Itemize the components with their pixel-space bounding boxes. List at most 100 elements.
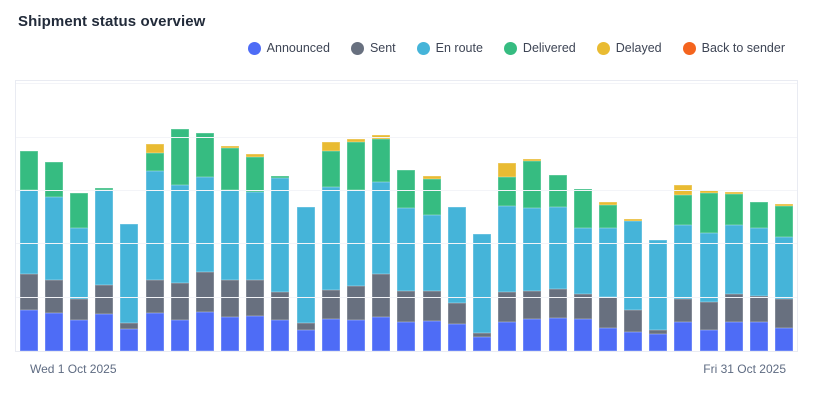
legend-item-back-to-sender[interactable]: Back to sender	[682, 41, 785, 55]
bar-segment-delivered	[750, 201, 769, 229]
bar-sun-5-oct[interactable]	[120, 81, 139, 351]
bar-thu-23-oct[interactable]	[573, 81, 592, 351]
bar-segment-delivered	[724, 194, 743, 226]
bar-segment-announced	[624, 331, 643, 351]
bar-slot	[318, 81, 343, 351]
bar-segment-announced	[170, 320, 189, 351]
bar-segment-announced	[69, 320, 88, 351]
bar-fri-17-oct[interactable]	[422, 81, 441, 351]
legend-item-delayed[interactable]: Delayed	[596, 41, 662, 55]
bar-segment-delivered	[397, 169, 416, 209]
bar-segment-en-route	[548, 206, 567, 290]
bar-wed-22-oct[interactable]	[548, 81, 567, 351]
bar-segment-sent	[397, 291, 416, 323]
bar-segment-en-route	[498, 205, 517, 293]
bar-slot	[772, 81, 797, 351]
bar-fri-31-oct[interactable]	[775, 81, 794, 351]
bar-segment-delivered	[271, 176, 290, 179]
bar-segment-sent	[624, 310, 643, 332]
legend-item-en-route[interactable]: En route	[416, 41, 483, 55]
bar-wed-8-oct[interactable]	[195, 81, 214, 351]
bar-segment-announced	[750, 322, 769, 351]
page-title: Shipment status overview	[18, 13, 206, 30]
bar-fri-24-oct[interactable]	[598, 81, 617, 351]
bar-segment-announced	[598, 327, 617, 351]
bar-thu-30-oct[interactable]	[750, 81, 769, 351]
bar-segment-sent	[422, 291, 441, 322]
bar-segment-delivered	[195, 133, 214, 178]
bar-segment-sent	[19, 274, 38, 311]
bar-mon-20-oct[interactable]	[498, 81, 517, 351]
bar-segment-en-route	[649, 240, 668, 330]
legend-item-announced[interactable]: Announced	[247, 41, 330, 55]
bar-sat-25-oct[interactable]	[624, 81, 643, 351]
bar-segment-announced	[221, 316, 240, 351]
bar-segment-delivered	[498, 177, 517, 206]
bar-segment-sent	[775, 298, 794, 328]
bar-tue-14-oct[interactable]	[347, 81, 366, 351]
legend-dot-icon	[416, 41, 430, 55]
bar-slot	[142, 81, 167, 351]
bar-mon-27-oct[interactable]	[674, 81, 693, 351]
legend-label: Sent	[369, 41, 396, 55]
bar-segment-sent	[246, 279, 265, 316]
bar-mon-6-oct[interactable]	[145, 81, 164, 351]
bar-segment-sent	[649, 329, 668, 334]
bar-segment-sent	[69, 298, 88, 321]
bar-segment-sent	[472, 332, 491, 338]
legend-item-sent[interactable]: Sent	[350, 41, 396, 55]
bar-segment-en-route	[674, 225, 693, 299]
bar-segment-delayed	[347, 138, 366, 142]
bar-tue-7-oct[interactable]	[170, 81, 189, 351]
bar-segment-en-route	[699, 232, 718, 302]
bar-slot	[495, 81, 520, 351]
bar-sun-19-oct[interactable]	[472, 81, 491, 351]
bar-wed-1-oct[interactable]	[19, 81, 38, 351]
bar-wed-15-oct[interactable]	[372, 81, 391, 351]
bar-fri-10-oct[interactable]	[246, 81, 265, 351]
bar-slot	[92, 81, 117, 351]
bar-tue-21-oct[interactable]	[523, 81, 542, 351]
bar-segment-announced	[372, 316, 391, 351]
bar-sun-26-oct[interactable]	[649, 81, 668, 351]
bar-segment-en-route	[523, 208, 542, 292]
bar-segment-delayed	[724, 192, 743, 195]
bar-sat-4-oct[interactable]	[95, 81, 114, 351]
bar-segment-en-route	[447, 206, 466, 303]
bar-tue-28-oct[interactable]	[699, 81, 718, 351]
bar-segment-delayed	[775, 203, 794, 206]
bar-segment-en-route	[472, 233, 491, 333]
bar-segment-announced	[19, 310, 38, 351]
bar-segment-en-route	[724, 225, 743, 295]
x-axis-end-label: Fri 31 Oct 2025	[703, 362, 786, 376]
bar-segment-announced	[699, 329, 718, 351]
bar-segment-delivered	[523, 161, 542, 209]
bar-thu-16-oct[interactable]	[397, 81, 416, 351]
legend-item-delivered[interactable]: Delivered	[503, 41, 576, 55]
bar-segment-delivered	[573, 188, 592, 229]
bar-segment-delivered	[372, 138, 391, 183]
legend-label: Delayed	[615, 41, 662, 55]
bar-segment-delivered	[19, 151, 38, 190]
bars-container	[16, 81, 797, 351]
bar-segment-sent	[221, 279, 240, 317]
bar-mon-13-oct[interactable]	[321, 81, 340, 351]
bar-segment-sent	[347, 285, 366, 321]
bar-thu-2-oct[interactable]	[44, 81, 63, 351]
bar-segment-delayed	[422, 176, 441, 180]
bar-slot	[218, 81, 243, 351]
bar-sat-18-oct[interactable]	[447, 81, 466, 351]
bar-thu-9-oct[interactable]	[221, 81, 240, 351]
bar-fri-3-oct[interactable]	[69, 81, 88, 351]
bar-segment-announced	[321, 318, 340, 351]
bar-segment-en-route	[422, 215, 441, 292]
bar-segment-sent	[321, 290, 340, 319]
bar-segment-sent	[699, 301, 718, 330]
bar-sun-12-oct[interactable]	[296, 81, 315, 351]
bar-segment-en-route	[296, 206, 315, 324]
bar-sat-11-oct[interactable]	[271, 81, 290, 351]
gridline	[16, 189, 797, 191]
bar-segment-sent	[573, 294, 592, 319]
bar-wed-29-oct[interactable]	[724, 81, 743, 351]
gridline	[16, 83, 797, 85]
